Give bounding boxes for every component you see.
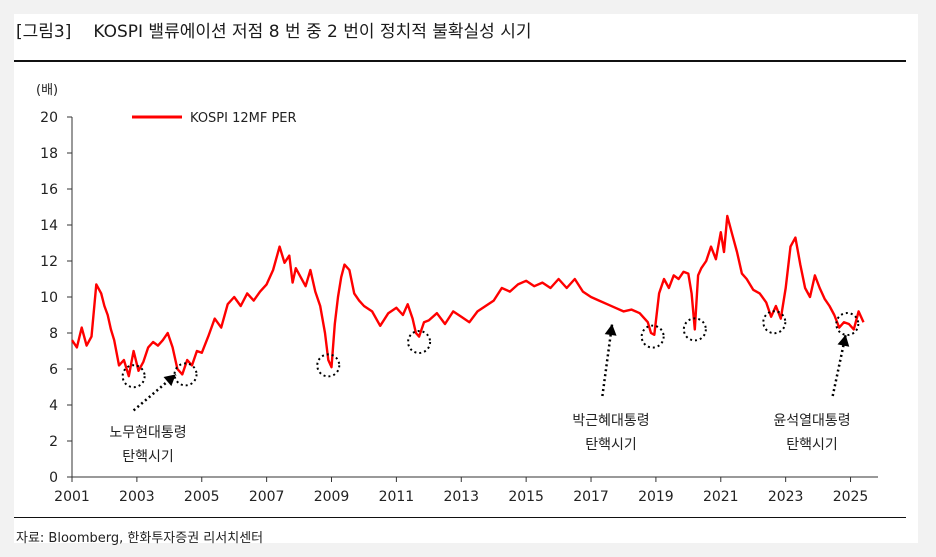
- y-tick-label: 2: [49, 434, 58, 450]
- annotation-label: 박근혜대통령: [572, 413, 649, 429]
- annotation-label: 윤석열대통령: [773, 413, 850, 429]
- title-divider: [14, 60, 906, 62]
- annotation-label: 탄핵시기: [786, 437, 838, 453]
- x-tick-label: 2007: [249, 489, 285, 505]
- annotation-arrow-shaft: [601, 323, 614, 397]
- x-tick-label: 2017: [573, 489, 609, 505]
- trough-circle: [407, 330, 432, 354]
- x-tick-label: 2019: [638, 489, 674, 505]
- legend-label: KOSPI 12MF PER: [190, 111, 297, 126]
- page-title: [그림3] KOSPI 밸류에이션 저점 8 번 중 2 번이 정치적 불확실성 …: [16, 17, 532, 42]
- figure-number: [그림3]: [16, 22, 72, 42]
- annotation-arrow-shaft: [831, 334, 847, 397]
- y-tick-label: 6: [49, 362, 58, 378]
- x-tick-label: 2025: [833, 489, 869, 505]
- figure-title: KOSPI 밸류에이션 저점 8 번 중 2 번이 정치적 불확실성 시기: [93, 22, 532, 42]
- trough-circle: [762, 310, 787, 335]
- y-tick-label: 8: [49, 326, 58, 342]
- annotation-label: 노무현대통령: [109, 425, 186, 441]
- y-tick-label: 10: [40, 290, 58, 306]
- y-tick-label: 0: [49, 470, 58, 486]
- y-tick-label: 14: [40, 218, 58, 234]
- trough-circle: [121, 364, 146, 389]
- annotation-arrow-head: [163, 374, 176, 387]
- y-unit-label: (배): [36, 83, 58, 98]
- y-tick-label: 4: [49, 398, 58, 414]
- x-tick-label: 2023: [768, 489, 804, 505]
- trough-circle: [316, 353, 341, 378]
- x-tick-label: 2001: [54, 489, 90, 505]
- annotation-label: 탄핵시기: [122, 449, 174, 465]
- y-tick-label: 20: [40, 110, 58, 126]
- trough-circle: [682, 317, 707, 342]
- x-tick-label: 2011: [379, 489, 415, 505]
- x-tick-label: 2003: [119, 489, 155, 505]
- series-line: [71, 214, 865, 378]
- y-tick-label: 16: [40, 182, 58, 198]
- trough-circle: [173, 362, 198, 387]
- x-tick-label: 2005: [184, 489, 220, 505]
- source-note: 자료: Bloomberg, 한화투자증권 리서치센터: [16, 531, 264, 546]
- trough-circle: [640, 324, 665, 349]
- y-tick-label: 18: [40, 146, 58, 162]
- chart-panel: [14, 14, 918, 543]
- x-tick-label: 2021: [703, 489, 739, 505]
- y-tick-label: 12: [40, 254, 58, 270]
- source-divider: [14, 517, 906, 518]
- x-tick-label: 2009: [314, 489, 350, 505]
- x-tick-label: 2013: [443, 489, 479, 505]
- x-tick-label: 2015: [508, 489, 544, 505]
- trough-circle: [835, 312, 860, 336]
- annotation-arrow-head: [837, 334, 850, 347]
- annotation-arrow-head: [604, 324, 617, 336]
- annotation-label: 탄핵시기: [585, 437, 637, 453]
